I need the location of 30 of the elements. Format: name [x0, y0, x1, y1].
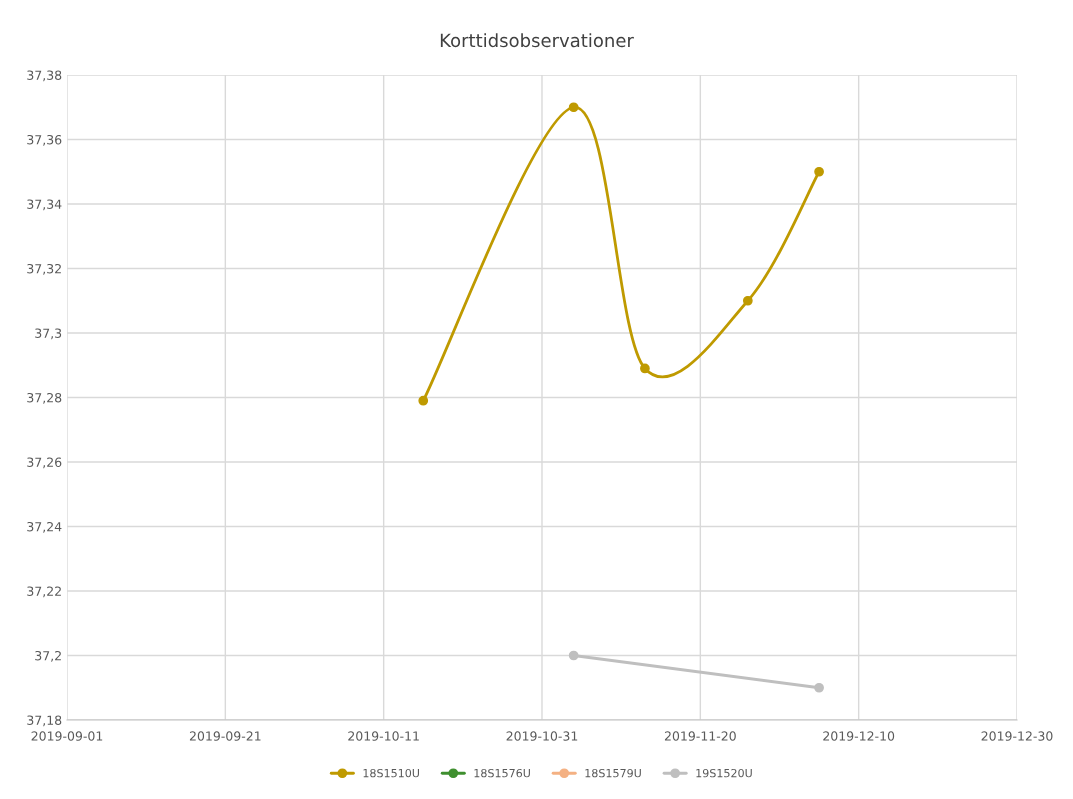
y-tick-label: 37,32	[27, 263, 61, 275]
y-tick-label: 37,24	[27, 521, 62, 533]
x-tick-label: 2019-10-11	[348, 731, 419, 741]
x-tick-label: 2019-09-01	[31, 731, 103, 741]
y-tick-label: 37,2	[35, 650, 61, 662]
legend-label: 19S1520U	[696, 768, 752, 778]
point	[814, 166, 824, 177]
point	[742, 295, 753, 306]
y-tick-label: 37,22	[27, 586, 61, 598]
legend-label: 18S1576U	[474, 768, 530, 778]
point	[568, 102, 579, 113]
chart-title: Korttidsobservationer	[440, 33, 634, 48]
y-tick-label: 37,36	[27, 134, 62, 146]
point	[418, 395, 429, 406]
legend-label: 18S1579U	[585, 768, 641, 778]
y-tick-label: 37,26	[27, 457, 62, 469]
y-tick-label: 37,34	[27, 199, 62, 211]
x-tick-label: 2019-11-20	[664, 731, 736, 741]
point	[640, 363, 650, 374]
legend-label: 18S1510U	[363, 768, 419, 778]
x-tick-label: 2019-10-31	[506, 731, 578, 741]
point	[568, 650, 579, 661]
point	[814, 682, 824, 693]
x-tick-label: 2019-12-30	[981, 731, 1053, 741]
x-tick-label: 2019-09-21	[189, 731, 261, 741]
y-tick-label: 37,28	[27, 392, 62, 404]
x-tick-label: 2019-12-10	[823, 731, 895, 741]
y-tick-label: 37,18	[27, 715, 62, 727]
y-tick-label: 37,3	[35, 328, 62, 340]
y-tick-label: 37,38	[27, 70, 62, 82]
